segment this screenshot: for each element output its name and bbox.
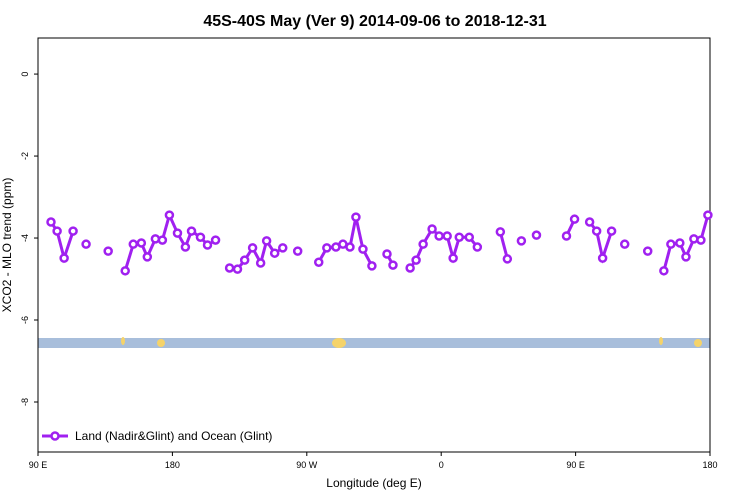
data-point: [703, 210, 713, 220]
data-point: [269, 248, 280, 258]
data-point: [59, 253, 69, 263]
data-point: [186, 226, 197, 236]
data-point: [367, 261, 377, 271]
data-point: [561, 231, 572, 241]
data-point: [81, 239, 91, 249]
data-point: [569, 214, 580, 224]
data-point: [388, 260, 398, 270]
data-point: [464, 232, 475, 242]
y-tick-label: -8: [20, 398, 30, 406]
data-point: [172, 228, 183, 238]
data-point: [136, 238, 147, 248]
data-point: [157, 235, 168, 245]
y-tick-label: -2: [20, 152, 30, 160]
x-tick-label: 90 W: [296, 460, 318, 470]
data-point: [224, 263, 235, 273]
series-line: [49, 210, 710, 272]
data-point: [382, 249, 392, 259]
data-point: [495, 227, 506, 237]
data-point: [46, 217, 56, 227]
x-tick-label: 90 E: [566, 460, 585, 470]
data-point: [502, 254, 513, 264]
data-point: [358, 244, 368, 254]
data-point: [454, 232, 465, 242]
data-point: [164, 210, 175, 220]
y-tick-label: -6: [20, 316, 30, 324]
data-point: [666, 239, 676, 249]
data-point: [531, 230, 542, 240]
data-point: [584, 217, 595, 227]
data-point: [142, 252, 153, 262]
data-point: [619, 239, 630, 249]
data-point: [472, 242, 483, 252]
data-point: [597, 253, 608, 263]
data-point: [52, 226, 62, 236]
land-ocean-band: [38, 337, 710, 348]
data-point: [405, 263, 415, 273]
legend-label: Land (Nadir&Glint) and Ocean (Glint): [75, 429, 272, 443]
data-point: [516, 236, 527, 246]
data-point: [659, 266, 669, 276]
data-point: [313, 257, 324, 267]
data-point: [427, 224, 437, 234]
plot-frame: [37, 37, 711, 453]
data-point: [681, 252, 691, 262]
data-point: [180, 242, 191, 252]
data-point: [239, 255, 250, 265]
legend-marker: [50, 431, 60, 441]
data-point: [68, 226, 78, 236]
data-point: [210, 235, 221, 245]
y-axis-label: XCO2 - MLO trend (ppm): [0, 178, 14, 313]
data-point: [195, 232, 206, 242]
data-point: [120, 266, 130, 276]
data-point: [261, 236, 272, 246]
x-tick-label: 180: [702, 460, 717, 470]
data-point: [292, 246, 303, 256]
data-point: [418, 239, 428, 249]
data-point: [278, 243, 288, 253]
data-point: [345, 242, 355, 252]
x-tick-label: 0: [439, 460, 444, 470]
data-point: [103, 246, 113, 256]
data-point: [606, 226, 617, 236]
data-point: [128, 239, 139, 249]
data-point: [351, 212, 361, 222]
x-tick-label: 180: [165, 460, 180, 470]
data-point: [411, 255, 421, 265]
chart-title: 45S-40S May (Ver 9) 2014-09-06 to 2018-1…: [203, 13, 546, 30]
y-tick-label: 0: [20, 72, 30, 77]
data-point: [448, 253, 458, 263]
x-tick-label: 90 E: [29, 460, 48, 470]
data-point: [232, 264, 243, 274]
data-point: [442, 231, 452, 241]
data-point: [642, 246, 653, 256]
x-axis-label: Longitude (deg E): [326, 476, 421, 490]
data-point: [247, 243, 258, 253]
data-point: [322, 243, 332, 253]
data-point: [255, 258, 266, 268]
y-tick-label: -4: [20, 234, 30, 242]
data-point: [675, 238, 685, 248]
data-point: [202, 240, 213, 250]
data-point: [591, 226, 602, 236]
data-point: [696, 235, 706, 245]
data-point: [434, 231, 444, 241]
